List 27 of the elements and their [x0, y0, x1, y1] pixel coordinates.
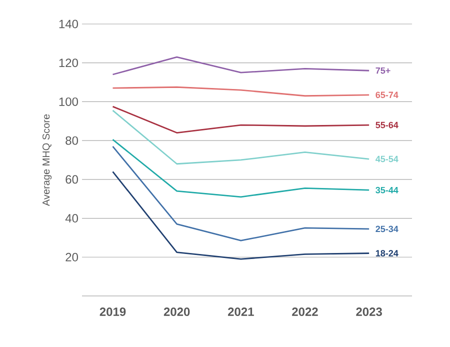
y-tick-label: 60 [66, 175, 78, 184]
y-tick-label: 120 [59, 58, 78, 68]
line-series [112, 86, 370, 97]
y-tick-label: 20 [66, 252, 78, 262]
line-series [112, 138, 370, 198]
x-tick-label: 2019 [100, 308, 126, 316]
line-series [112, 170, 370, 260]
series-label: 45-54 [376, 156, 398, 162]
x-tick-label: 2023 [356, 308, 382, 316]
x-tick-label: 2022 [292, 308, 318, 316]
series-label: 75+ [376, 67, 390, 74]
y-axis-title: Average MHQ Score [42, 114, 52, 206]
series-label: 65-74 [376, 92, 398, 98]
y-tick-label: 80 [66, 136, 78, 145]
y-tick-label: 140 [59, 20, 78, 28]
series-label: 18-24 [376, 250, 398, 256]
x-tick-label: 2020 [164, 308, 190, 316]
y-tick-label: 40 [65, 214, 78, 223]
x-tick-label: 2021 [228, 308, 254, 316]
line-series [112, 110, 370, 165]
y-tick-label: 100 [59, 97, 78, 106]
series-label: 55-64 [376, 122, 398, 128]
series-label: 25-34 [376, 226, 398, 232]
line-series [112, 56, 370, 76]
line-series [112, 106, 370, 134]
line-series [112, 146, 370, 242]
series-label: 35-44 [376, 186, 398, 194]
